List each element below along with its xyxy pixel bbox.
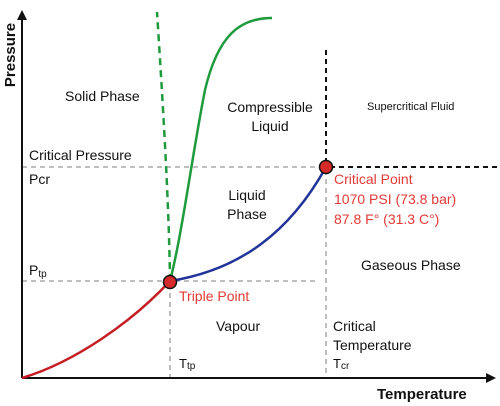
critical-pressure-value: 1070 PSI (73.8 bar): [334, 191, 456, 207]
critical-temperature-label-line1: Critical: [333, 318, 376, 334]
liquid-phase-label-line2: Phase: [227, 206, 267, 222]
sublimation-curve: [21, 280, 171, 380]
critical-point-label: Critical Point: [334, 171, 413, 187]
critical-pressure-label: Critical Pressure: [29, 147, 132, 163]
anomalous-melting-curve: [155, 11, 172, 282]
critical-temperature-value: 87.8 F° (31.3 C°): [334, 211, 439, 227]
ptp-label: Ptp: [29, 262, 47, 280]
gaseous-phase-label: Gaseous Phase: [361, 257, 461, 273]
supercritical-fluid-label: Supercritical Fluid: [367, 101, 454, 113]
vapour-label: Vapour: [216, 318, 260, 334]
critical-point-marker: [318, 159, 334, 175]
y-axis-label: Pressure: [2, 23, 19, 87]
melting-curve: [168, 16, 273, 282]
pcr-label: Pcr: [29, 171, 50, 187]
critical-temperature-label-line2: Temperature: [333, 337, 412, 353]
vaporization-curve: [169, 166, 328, 283]
liquid-phase-label-line1: Liquid: [228, 187, 265, 203]
compressible-liquid-label-line2: Liquid: [251, 118, 288, 134]
x-axis-label: Temperature: [377, 386, 467, 403]
triple-point-label: Triple Point: [179, 288, 249, 304]
ttp-label: Ttp: [179, 356, 196, 372]
solid-phase-label: Solid Phase: [65, 88, 140, 104]
tcr-label: Tcr: [333, 356, 350, 372]
triple-point-marker: [162, 274, 178, 290]
compressible-liquid-label-line1: Compressible: [227, 99, 313, 115]
